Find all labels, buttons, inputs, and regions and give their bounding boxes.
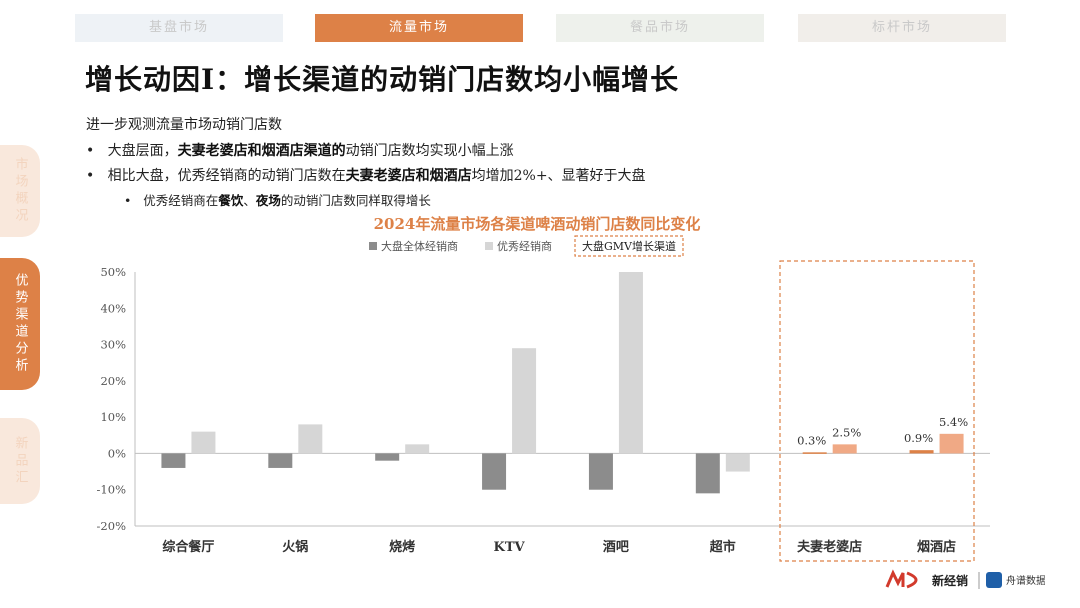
legend-swatch-light <box>485 242 493 250</box>
x-category-label: 烧烤 <box>389 539 415 555</box>
x-category-label: 酒吧 <box>603 540 629 555</box>
bar-data-label: 2.5% <box>832 425 861 439</box>
xinjingxiao-logo-icon <box>885 569 905 588</box>
bar-market-0 <box>161 453 186 468</box>
bullet-3-bold-1: 餐饮 <box>218 193 244 208</box>
x-category-label: 超市 <box>710 539 736 555</box>
legend-swatch-dark <box>369 242 377 250</box>
legend-label-top-distributor: 优秀经销商 <box>497 239 552 253</box>
bar-data-label: 5.4% <box>939 415 968 429</box>
brand-left-name: 新经销 <box>932 573 968 588</box>
bar-top-distributor-1 <box>298 424 323 454</box>
chart-labels: 综合餐厅 火锅 烧烤 KTV 酒吧 超市 夫妻老婆店 0.3% 2.5% 烟酒店 0.9% 5.4% <box>162 415 968 555</box>
bar-market-7 <box>909 450 934 454</box>
bar-market-2 <box>375 453 400 461</box>
bullet-2-pre: 相比大盘，优秀经销商的动销门店数在 <box>107 168 346 184</box>
side-nav-market-overview[interactable]: 市场概况 <box>0 145 40 237</box>
bar-market-6 <box>802 452 827 454</box>
bar-top-distributor-0 <box>191 431 216 454</box>
bullet-3-pre: 优秀经销商在 <box>143 193 219 208</box>
bar-top-distributor-3 <box>512 348 537 454</box>
zhoupu-logo-icon <box>986 572 1002 588</box>
bullet-2-bold: 夫妻老婆店和烟酒店 <box>345 168 472 184</box>
y-tick-label: 20% <box>100 374 126 388</box>
bullet-1-pre: 大盘层面， <box>107 143 178 159</box>
bullet-1-post: 动销门店数均实现小幅上涨 <box>345 143 514 159</box>
x-category-label: 综合餐厅 <box>162 539 214 555</box>
bar-top-distributor-6 <box>832 444 857 454</box>
x-category-label: 烟酒店 <box>917 539 956 555</box>
chart-bars <box>161 272 964 494</box>
bar-market-3 <box>482 453 507 490</box>
y-tick-label: 10% <box>100 410 126 424</box>
y-tick-label: 50% <box>100 265 126 279</box>
bar-top-distributor-4 <box>618 272 643 454</box>
bullet-dot: • <box>86 143 108 159</box>
bullet-2: • 相比大盘，优秀经销商的动销门店数在夫妻老婆店和烟酒店均增加2%+、显著好于大… <box>86 165 646 185</box>
y-tick-label: 40% <box>100 301 126 315</box>
bullet-2-post: 均增加2%+、显著好于大盘 <box>471 168 646 184</box>
tab-product-market[interactable]: 餐品市场 <box>556 14 764 42</box>
bullet-1: • 大盘层面，夫妻老婆店和烟酒店渠道的动销门店数均实现小幅上涨 <box>86 140 514 160</box>
bullet-3: • 优秀经销商在餐饮、夜场的动销门店数同样取得增长 <box>124 190 431 209</box>
brand-right-name: 舟谱数据 <box>1006 574 1045 587</box>
bar-top-distributor-2 <box>405 444 430 454</box>
side-nav-advantage-channel[interactable]: 优势渠道分析 <box>0 258 40 390</box>
chart-title: 2024年流量市场各渠道啤酒动销门店数同比变化 <box>374 215 701 233</box>
tab-base-market[interactable]: 基盘市场 <box>75 14 283 42</box>
bar-top-distributor-5 <box>725 453 750 472</box>
bar-data-label: 0.9% <box>904 431 933 445</box>
bullet-3-bold-2: 夜场 <box>255 193 281 208</box>
y-tick-label: 30% <box>100 338 126 352</box>
bullet-3-post: 的动销门店数同样取得增长 <box>280 193 431 208</box>
bar-market-4 <box>588 453 613 490</box>
y-tick-label: 0% <box>108 446 126 460</box>
bar-market-1 <box>268 453 293 468</box>
bullet-dot: • <box>124 193 144 208</box>
top-tab-bar: 基盘市场 流量市场 餐品市场 标杆市场 <box>75 14 1006 42</box>
x-category-label: 夫妻老婆店 <box>797 539 862 555</box>
bar-data-label: 0.3% <box>797 433 826 447</box>
y-tick-label: -10% <box>97 483 127 497</box>
side-nav-new-products[interactable]: 新品汇 <box>0 418 40 504</box>
legend-label-market: 大盘全体经销商 <box>381 239 458 253</box>
tab-traffic-market[interactable]: 流量市场 <box>315 14 523 42</box>
chart-axes: 50% 40% 30% 20% 10% 0% -10% -20% <box>97 265 990 533</box>
page-title: 增长动因I：增长渠道的动销门店数均小幅增长 <box>85 63 680 96</box>
x-category-label: 火锅 <box>282 539 308 555</box>
brand-logos: 新经销 舟谱数据 <box>885 569 1046 589</box>
gmv-highlight-box <box>779 260 975 562</box>
brand-footer: 新经销 舟谱数据 <box>885 569 1046 591</box>
xinjingxiao-logo-arc <box>906 571 918 589</box>
bullet-1-bold: 夫妻老婆店和烟酒店渠道的 <box>177 143 346 159</box>
tab-benchmark-market[interactable]: 标杆市场 <box>798 14 1006 42</box>
bullet-3-mid: 、 <box>243 193 256 208</box>
legend-box-gmv <box>574 235 684 257</box>
bar-market-5 <box>695 453 720 494</box>
intro-text: 进一步观测流量市场动销门店数 <box>86 117 282 133</box>
x-category-label: KTV <box>494 540 526 555</box>
bullet-dot: • <box>86 168 108 184</box>
chart-legend: 大盘全体经销商 优秀经销商 大盘GMV增长渠道 <box>369 235 684 257</box>
legend-label-gmv-channel: 大盘GMV增长渠道 <box>582 239 676 253</box>
y-tick-label: -20% <box>97 519 127 533</box>
bar-top-distributor-7 <box>939 433 964 454</box>
